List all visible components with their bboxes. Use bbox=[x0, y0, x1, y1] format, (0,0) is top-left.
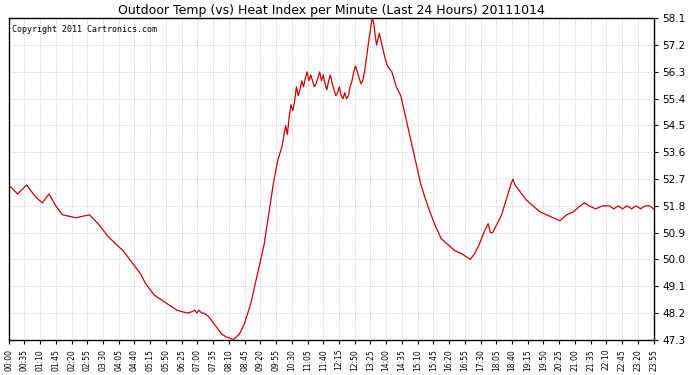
Text: Copyright 2011 Cartronics.com: Copyright 2011 Cartronics.com bbox=[12, 25, 157, 34]
Title: Outdoor Temp (vs) Heat Index per Minute (Last 24 Hours) 20111014: Outdoor Temp (vs) Heat Index per Minute … bbox=[118, 4, 544, 17]
